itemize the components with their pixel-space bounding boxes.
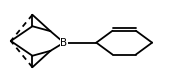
- Text: B: B: [60, 38, 68, 48]
